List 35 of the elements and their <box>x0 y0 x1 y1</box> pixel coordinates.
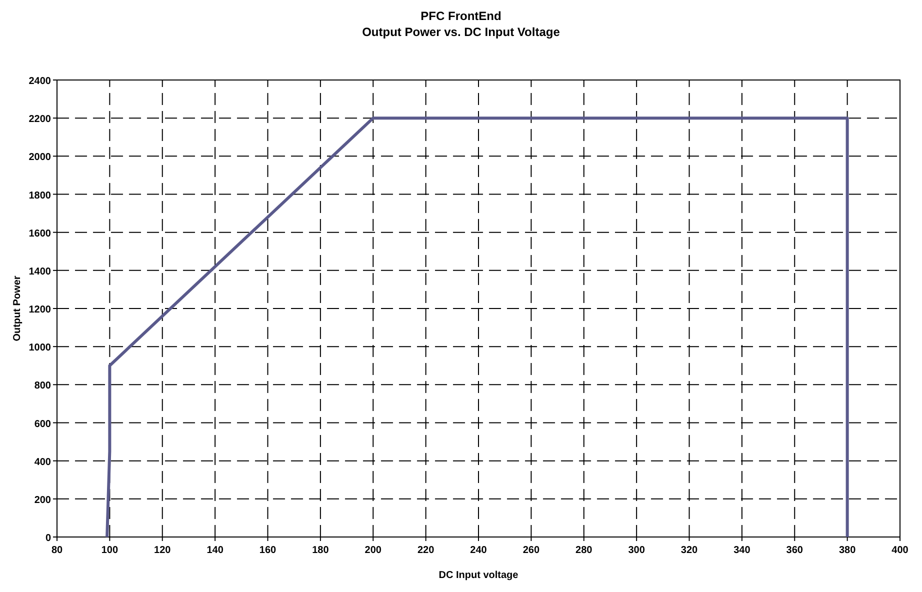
y-tick-label: 600 <box>34 418 52 430</box>
x-tick-label: 80 <box>51 545 63 556</box>
x-tick-label: 400 <box>892 545 909 556</box>
x-tick-label: 320 <box>680 545 698 556</box>
y-tick-label: 1000 <box>28 342 52 354</box>
x-tick-label: 200 <box>364 545 382 556</box>
y-tick-label: 0 <box>45 533 52 544</box>
y-tick-label: 800 <box>34 380 52 392</box>
x-tick-label: 280 <box>576 545 593 556</box>
x-tick-label: 100 <box>101 545 118 556</box>
y-tick-label: 1400 <box>28 266 52 278</box>
x-tick-label: 120 <box>154 545 172 556</box>
y-tick-label: 400 <box>34 456 52 468</box>
x-tick-label: 340 <box>734 545 751 556</box>
y-tick-label: 1600 <box>28 228 52 240</box>
x-tick-label: 380 <box>838 545 856 556</box>
x-tick-label: 220 <box>417 545 435 556</box>
x-tick-label: 360 <box>786 545 804 556</box>
y-tick-label: 2000 <box>28 152 52 164</box>
chart-subtitle: Output Power vs. DC Input Voltage <box>362 25 560 39</box>
y-tick-label: 1200 <box>28 304 52 316</box>
line-series <box>106 116 849 538</box>
x-axis-title: DC Input voltage <box>438 570 519 581</box>
x-tick-label: 160 <box>259 545 277 556</box>
y-axis-title: Output Power <box>12 276 23 342</box>
y-tick-label: 200 <box>34 494 52 506</box>
x-tick-label: 180 <box>312 545 330 556</box>
x-tick-label: 300 <box>628 545 646 556</box>
x-tick-label: 260 <box>522 545 540 556</box>
y-tick-label: 1800 <box>28 190 52 202</box>
y-tick-label: 2200 <box>28 114 52 126</box>
x-tick-label: 140 <box>206 545 224 556</box>
chart-title: PFC FrontEnd <box>420 9 502 23</box>
y-tick-label: 2400 <box>28 76 52 87</box>
x-tick-label: 240 <box>470 545 488 556</box>
